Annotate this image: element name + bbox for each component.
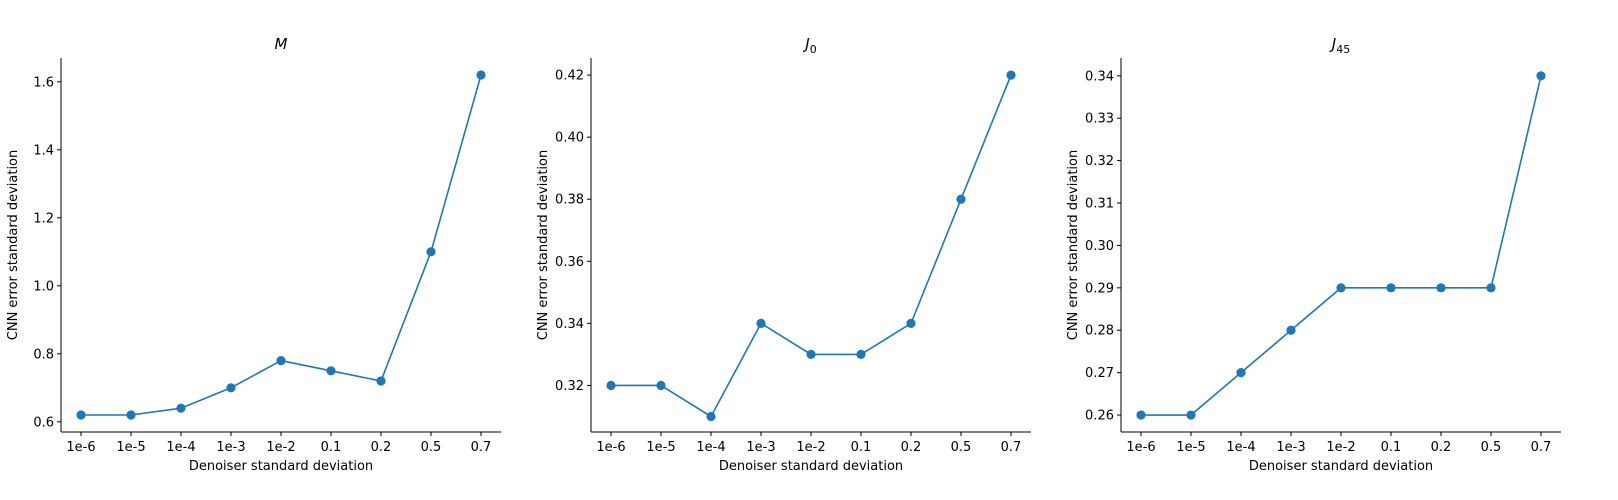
y-tick-label: 0.34 [1085,69,1114,84]
x-axis-label: Denoiser standard deviation [1249,459,1433,474]
x-tick-label: 0.2 [901,440,922,455]
data-point [906,318,916,328]
data-point [426,247,436,257]
data-point [1286,325,1296,335]
data-point [1186,410,1196,420]
chart-title: J0 [802,35,816,56]
x-tick-label: 0.1 [851,440,872,455]
chart-title: M [275,35,288,53]
chart-panel-2: 1e-6 1e-5 1e-4 1e-3 1e-2 0.1 0.2 0.5 0.7 0.32 0.34… [536,35,1031,474]
y-tick-label: 0.36 [555,255,584,270]
x-tick-label: 1e-6 [1126,440,1155,455]
chart-title-main: J [802,35,809,53]
y-tick-label: 0.6 [33,415,54,430]
chart-title-main: M [275,35,288,53]
x-tick-label: 1e-4 [696,440,725,455]
x-tick-label: 1e-5 [1176,440,1205,455]
x-tick-label: 1e-3 [746,440,775,455]
y-tick-label: 0.26 [1085,409,1114,424]
series-line [1141,75,1542,416]
x-axis-label: Denoiser standard deviation [719,459,903,474]
y-tick-label: 0.27 [1085,366,1114,381]
data-point [956,194,966,204]
series-line [611,74,1012,418]
x-tick-label: 1e-6 [596,440,625,455]
chart-title-subscript: 0 [810,43,817,56]
data-point [326,366,336,376]
y-tick-label: 0.33 [1085,112,1114,127]
data-point [756,318,766,328]
x-tick-label: 0.7 [1001,440,1022,455]
x-tick-label: 0.5 [421,440,442,455]
y-tick-label: 0.32 [555,379,584,394]
data-point [1006,70,1016,80]
x-tick-label: 1e-4 [166,440,195,455]
x-tick-label: 1e-4 [1226,440,1255,455]
x-tick-label: 1e-3 [1276,440,1305,455]
data-point [1436,283,1446,293]
x-tick-label: 0.7 [1531,440,1552,455]
x-tick-label: 1e-5 [646,440,675,455]
y-axis-label: CNN error standard deviation [6,150,21,340]
data-point [176,403,186,413]
y-tick-label: 0.40 [555,131,584,146]
data-point [856,349,866,360]
x-tick-label: 0.5 [951,440,972,455]
x-tick-label: 0.2 [371,440,392,455]
data-point [806,349,816,360]
y-axis-label: CNN error standard deviation [536,150,551,340]
data-point [1386,283,1396,293]
chart-title: J45 [1329,35,1350,56]
data-point [276,356,286,366]
data-point [376,376,386,386]
data-point [1536,71,1546,81]
x-axis-label: Denoiser standard deviation [189,459,373,474]
y-tick-label: 1.0 [33,279,54,294]
data-point [1336,283,1346,293]
data-point [476,70,486,80]
y-tick-label: 0.38 [555,193,584,208]
y-tick-label: 1.2 [33,211,54,226]
data-point [226,383,236,393]
y-tick-label: 0.42 [555,69,584,84]
x-tick-label: 1e-3 [216,440,245,455]
data-point [1486,283,1496,293]
data-point [606,380,616,391]
x-tick-label: 0.2 [1431,440,1452,455]
x-tick-label: 1e-2 [796,440,825,455]
data-point [1136,410,1146,420]
x-tick-label: 1e-2 [266,440,295,455]
y-tick-label: 0.30 [1085,239,1114,254]
y-tick-label: 0.28 [1085,324,1114,339]
x-tick-label: 0.1 [321,440,342,455]
y-tick-label: 0.34 [555,317,584,332]
y-tick-label: 1.4 [33,143,54,158]
x-tick-label: 1e-5 [116,440,145,455]
data-point [1236,368,1246,378]
x-tick-label: 1e-2 [1326,440,1355,455]
chart-panel-3: 1e-6 1e-5 1e-4 1e-3 1e-2 0.1 0.2 0.5 0.7 0.26 0.27… [1066,35,1561,474]
x-tick-label: 1e-6 [66,440,95,455]
x-tick-label: 0.7 [471,440,492,455]
x-tick-label: 0.1 [1381,440,1402,455]
x-tick-label: 0.5 [1481,440,1502,455]
y-tick-label: 0.31 [1085,197,1114,212]
data-point [656,380,666,391]
y-tick-label: 1.6 [33,75,54,90]
y-tick-label: 0.29 [1085,281,1114,296]
data-point [706,411,716,422]
y-axis-label: CNN error standard deviation [1066,150,1081,340]
chart-panel-1: 1e-6 1e-5 1e-4 1e-3 1e-2 0.1 0.2 0.5 0.7 0.6 0.8 1.… [6,35,501,474]
chart-title-subscript: 45 [1336,43,1350,56]
y-tick-label: 0.8 [33,347,54,362]
data-point [126,410,136,420]
chart-title-main: J [1329,35,1336,53]
y-tick-label: 0.32 [1085,154,1114,169]
data-point [76,410,86,420]
